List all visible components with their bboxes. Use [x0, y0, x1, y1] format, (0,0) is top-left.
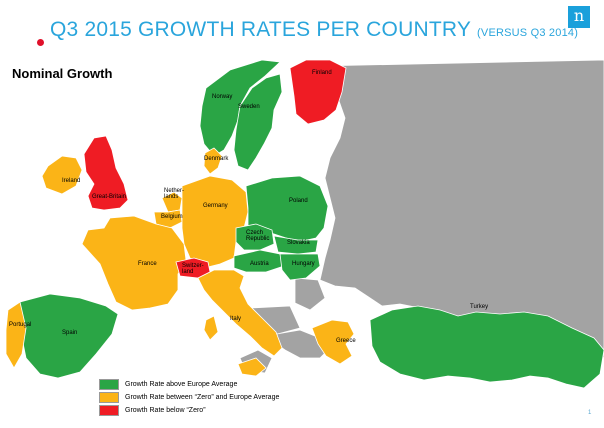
country-ireland [41, 155, 83, 195]
legend-label-above: Growth Rate above Europe Average [125, 381, 238, 388]
country-greece [311, 319, 355, 365]
country-label-great-britain: Great-Britain [92, 194, 126, 200]
title-text: Q3 2015 GROWTH RATES PER COUNTRY [50, 18, 472, 41]
legend: Growth Rate above Europe Average Growth … [99, 378, 279, 417]
country-label-hungary: Hungary [292, 261, 315, 267]
page-title: Q3 2015 GROWTH RATES PER COUNTRY (VERSUS … [50, 18, 578, 42]
country-label-poland: Poland [289, 198, 308, 204]
country-label-germany: Germany [203, 203, 228, 209]
legend-label-below: Growth Rate below “Zero” [125, 407, 206, 414]
country-italy [197, 269, 283, 377]
country-slovakia [273, 235, 319, 255]
country-label-sweden: Sweden [238, 104, 260, 110]
country-label-switzerland: Switzer-land [182, 263, 204, 275]
country-label-ireland: Ireland [62, 178, 80, 184]
country-great-britain [83, 135, 129, 211]
legend-swatch-below [99, 405, 119, 416]
country-turkey [369, 305, 604, 389]
country-label-italy: Italy [230, 316, 241, 322]
country-label-spain: Spain [62, 330, 77, 336]
country-portugal [5, 301, 27, 369]
country-labels: Norway Sweden Finland Denmark Ireland Great-B… [9, 70, 488, 344]
country-label-denmark: Denmark [204, 156, 229, 162]
country-label-turkey: Turkey [470, 304, 488, 310]
country-label-belgium: Belgium [161, 214, 183, 220]
title-bullet-icon [37, 39, 44, 46]
brand-logo-icon: n [568, 6, 590, 28]
legend-item-below: Growth Rate below “Zero” [99, 404, 279, 417]
country-label-austria: Austria [250, 261, 269, 267]
country-finland [289, 59, 347, 125]
country-label-finland: Finland [312, 70, 332, 76]
country-netherlands [161, 191, 183, 213]
country-spain [19, 293, 119, 379]
country-germany [181, 175, 249, 269]
legend-swatch-above [99, 379, 119, 390]
europe-map: Norway Sweden Finland Denmark Ireland Great-B… [5, 59, 604, 389]
legend-item-above: Growth Rate above Europe Average [99, 378, 279, 391]
country-france [81, 215, 187, 311]
country-hungary [279, 253, 321, 281]
page-number: 1 [588, 410, 592, 416]
country-czech-republic [235, 223, 275, 251]
legend-swatch-between [99, 392, 119, 403]
country-label-slovakia: Slovakia [287, 240, 310, 246]
country-label-france: France [138, 261, 157, 267]
country-label-netherlands: Nether-lands [164, 188, 184, 200]
country-label-czech-republic: Czech Republic [246, 230, 269, 242]
country-denmark [203, 147, 223, 175]
legend-label-between: Growth Rate between “Zero” and Europe Av… [125, 394, 280, 401]
title-subtitle: (VERSUS Q3 2014) [477, 27, 579, 39]
country-austria [233, 249, 285, 273]
legend-item-between: Growth Rate between “Zero” and Europe Av… [99, 391, 279, 404]
country-sweden [233, 73, 283, 171]
country-label-greece: Greece [336, 338, 356, 344]
map-label: Nominal Growth [12, 66, 113, 81]
country-label-portugal: Portugal [9, 322, 31, 328]
country-label-norway: Norway [212, 94, 232, 100]
